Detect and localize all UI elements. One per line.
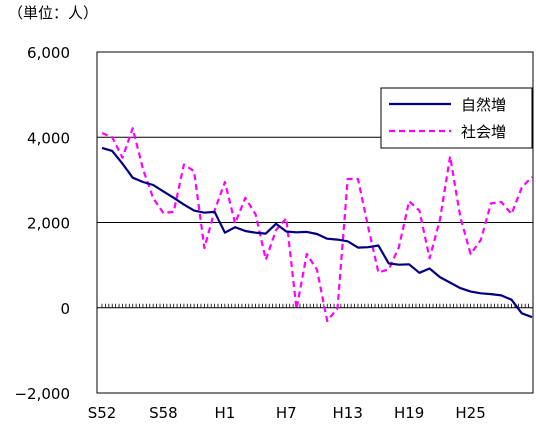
x-tick-label: H7 — [276, 404, 297, 422]
series-line — [101, 146, 533, 319]
x-tick-label: H13 — [333, 404, 363, 422]
legend-label: 社会増 — [461, 123, 506, 141]
x-tick-label: S52 — [88, 404, 117, 422]
legend-label: 自然増 — [461, 96, 506, 114]
y-tick-label: 2,000 — [27, 215, 70, 233]
x-axis-ticks: S52 S58 H1 H7 H13 H19 H25 — [88, 404, 486, 422]
y-tick-label: 0 — [60, 300, 70, 318]
x-tick-label: S58 — [149, 404, 178, 422]
plot-area — [96, 51, 534, 394]
x-tick-label: H1 — [214, 404, 235, 422]
x-tick-label: H19 — [394, 404, 424, 422]
y-tick-label: 6,000 — [27, 44, 70, 62]
series-line — [101, 127, 533, 323]
legend-box — [380, 87, 533, 149]
x-tick-label: H25 — [455, 404, 485, 422]
y-tick-label: 4,000 — [27, 129, 70, 147]
y-tick-label: −2,000 — [14, 385, 70, 403]
unit-label: （単位：人） — [8, 4, 99, 22]
zero-axis — [97, 303, 533, 309]
series-layer — [101, 127, 533, 323]
y-axis-ticks: 6,000 4,000 2,000 0 −2,000 — [14, 44, 70, 403]
